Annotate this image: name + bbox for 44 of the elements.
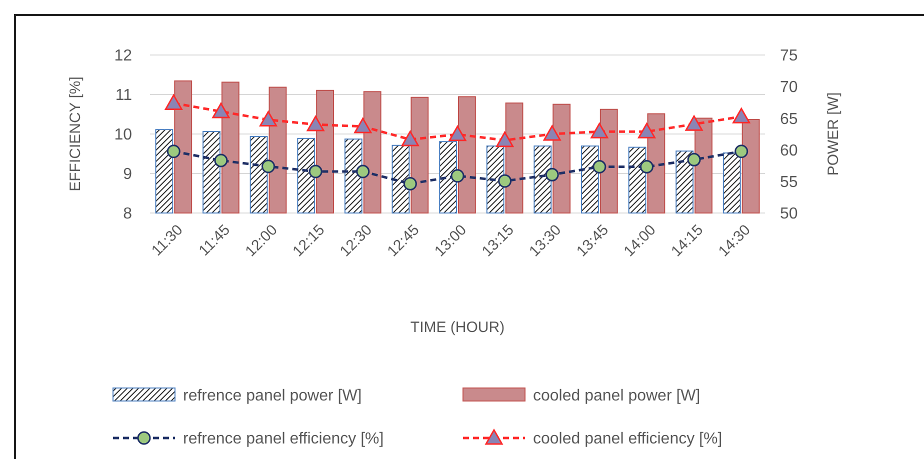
point <box>354 118 372 134</box>
point <box>498 174 512 188</box>
point <box>734 144 748 158</box>
legend-label: refrence panel efficiency [%] <box>183 430 384 448</box>
point <box>166 144 180 158</box>
y-tick-label: 9 <box>123 166 132 184</box>
point <box>403 177 417 191</box>
point <box>212 102 230 118</box>
point <box>450 169 464 183</box>
point <box>164 94 182 110</box>
legend-label: refrence panel power [W] <box>183 388 362 405</box>
point <box>590 122 608 138</box>
point <box>448 126 466 142</box>
point <box>306 116 324 132</box>
y2-tick-label: 50 <box>780 206 798 223</box>
y2-tick-label: 75 <box>780 48 798 65</box>
y2-tick-label: 60 <box>780 142 798 160</box>
point <box>640 160 654 174</box>
point <box>401 130 419 146</box>
point <box>543 125 561 141</box>
y-tick-label: 11 <box>115 87 132 104</box>
x-axis-title: TIME (HOUR) <box>410 319 505 336</box>
point <box>685 115 703 131</box>
point <box>308 164 322 178</box>
y-tick-label: 10 <box>114 126 132 144</box>
point <box>260 111 278 127</box>
point <box>214 154 228 168</box>
point <box>638 122 656 138</box>
y2-tick-label: 55 <box>780 174 798 191</box>
point <box>545 168 559 182</box>
point <box>687 152 701 166</box>
y-tick-label: 12 <box>114 48 132 65</box>
legend-label: cooled panel efficiency [%] <box>533 430 722 448</box>
y-tick-label: 8 <box>123 206 132 223</box>
point <box>732 108 750 124</box>
legend-label: cooled panel power [W] <box>533 388 700 405</box>
point <box>592 160 606 174</box>
y2-tick-label: 65 <box>780 110 798 128</box>
y2-tick-label: 70 <box>780 79 798 96</box>
point <box>356 164 370 178</box>
point <box>262 160 276 174</box>
y2-axis-title: POWER [W] <box>825 92 842 176</box>
y-axis-title: EFFICIENCY [%] <box>67 76 84 192</box>
point <box>496 132 514 148</box>
